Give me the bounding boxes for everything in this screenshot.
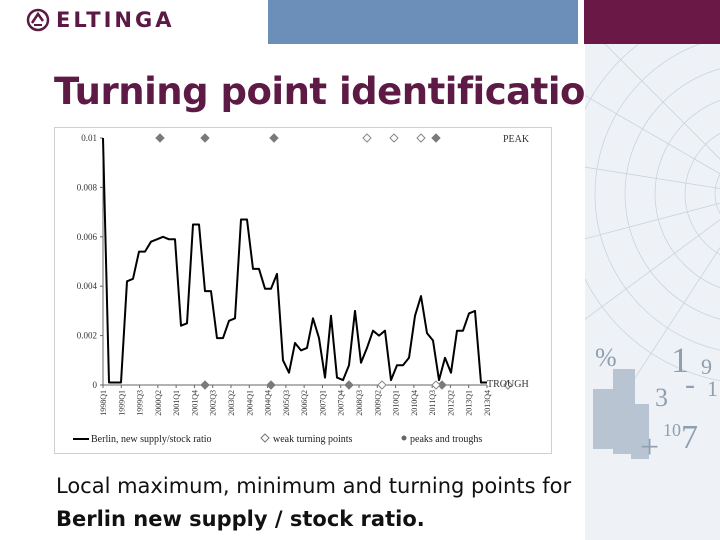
weak-peak-marker (416, 133, 426, 143)
x-tick-label: 2010Q1 (392, 390, 401, 416)
caption-plain-text: Local maximum, minimum and turning point… (56, 474, 572, 498)
weak-trough-marker (431, 380, 441, 390)
y-axis: 0 0.002 0.004 0.006 0.008 0.01 (77, 133, 104, 390)
chart-legend: Berlin, new supply/stock ratio weak turn… (73, 433, 482, 445)
decor-glyph-seven: 7 (681, 419, 698, 456)
decor-glyph-plus: + (640, 429, 659, 466)
logo-mark-icon (26, 8, 50, 32)
company-logo: ELTINGA (26, 8, 174, 32)
trough-marker (344, 380, 354, 390)
legend-open-diamond-icon (260, 433, 270, 443)
x-tick-label: 2006Q2 (300, 390, 309, 416)
decor-glyph-ten: 10 (663, 420, 681, 440)
x-tick-label: 2000Q2 (154, 390, 163, 416)
x-tick-label: 2001Q1 (172, 390, 181, 416)
x-tick-label: 2005Q3 (282, 390, 291, 416)
x-tick-label: 2001Q4 (190, 390, 199, 416)
decor-glyph-three: 3 (655, 383, 668, 412)
x-tick-label: 2007Q4 (337, 390, 346, 416)
trough-marker (200, 380, 210, 390)
x-tick-label: 2002Q3 (209, 390, 218, 416)
x-axis: 1998Q1 1999Q1 1999Q3 2000Q2 2001Q1 2001Q4 2002… (99, 384, 492, 416)
turning-point-chart: 0 0.002 0.004 0.006 0.008 0.01 1998Q1 1999Q1 19… (54, 127, 594, 454)
decor-glyph-percent: % (595, 343, 617, 372)
decorative-side-panel: % 1 9 3 - 1 + 10 7 (585, 44, 720, 540)
y-tick-label: 0 (93, 380, 98, 390)
weak-peak-marker (389, 133, 399, 143)
legend-weak-label: weak turning points (273, 434, 353, 445)
header-purple-bar (584, 0, 720, 44)
trough-label: TROUGH (487, 379, 529, 390)
slide-caption: Local maximum, minimum and turning point… (56, 470, 576, 536)
decorative-grid-art: % 1 9 3 - 1 + 10 7 (585, 44, 720, 466)
x-tick-label: 1999Q1 (117, 390, 126, 416)
x-tick-label: 2013Q1 (465, 390, 474, 416)
turning-point-markers (155, 133, 594, 390)
weak-peak-marker (362, 133, 372, 143)
peak-marker (155, 133, 165, 143)
weak-trough-marker (377, 380, 387, 390)
decor-glyph-one-small: 1 (707, 376, 718, 401)
series-line (102, 137, 487, 384)
x-tick-label: 1999Q3 (136, 390, 145, 416)
logo-text: ELTINGA (56, 8, 175, 32)
y-tick-label: 0.01 (81, 133, 97, 143)
weak-trough-marker (503, 380, 513, 390)
peak-label: PEAK (503, 134, 530, 145)
x-tick-label: 2009Q2 (373, 390, 382, 416)
y-tick-label: 0.004 (77, 281, 98, 291)
x-tick-label: 2012Q2 (446, 390, 455, 416)
caption-bold-text: Berlin new supply / stock ratio. (56, 507, 425, 531)
legend-series-label: Berlin, new supply/stock ratio (91, 434, 212, 445)
x-tick-label: 1998Q1 (99, 390, 108, 416)
decor-glyph-minus: - (685, 368, 695, 401)
x-tick-label: 2013Q4 (483, 390, 492, 416)
x-tick-label: 2004Q1 (245, 390, 254, 416)
x-tick-label: 2003Q2 (227, 390, 236, 416)
page-title: Turning point identification (54, 70, 611, 113)
series-lines (102, 137, 487, 384)
x-tick-label: 2007Q1 (318, 390, 327, 416)
y-tick-label: 0.008 (77, 182, 98, 192)
x-tick-label: 2010Q4 (410, 390, 419, 416)
trough-marker (266, 380, 276, 390)
decor-glyph-nine: 9 (701, 354, 712, 379)
peak-marker (200, 133, 210, 143)
peak-marker (431, 133, 441, 143)
x-tick-label: 2004Q4 (264, 390, 273, 416)
x-tick-label: 2011Q3 (428, 390, 437, 415)
legend-filled-marker-icon (401, 435, 407, 441)
x-tick-label: 2008Q3 (355, 390, 364, 416)
legend-peaks-label: peaks and troughs (410, 434, 482, 445)
header-blue-bar (268, 0, 578, 44)
peak-marker (269, 133, 279, 143)
y-tick-label: 0.002 (77, 331, 97, 341)
decor-glyph-one: 1 (671, 340, 689, 380)
y-tick-label: 0.006 (77, 232, 98, 242)
